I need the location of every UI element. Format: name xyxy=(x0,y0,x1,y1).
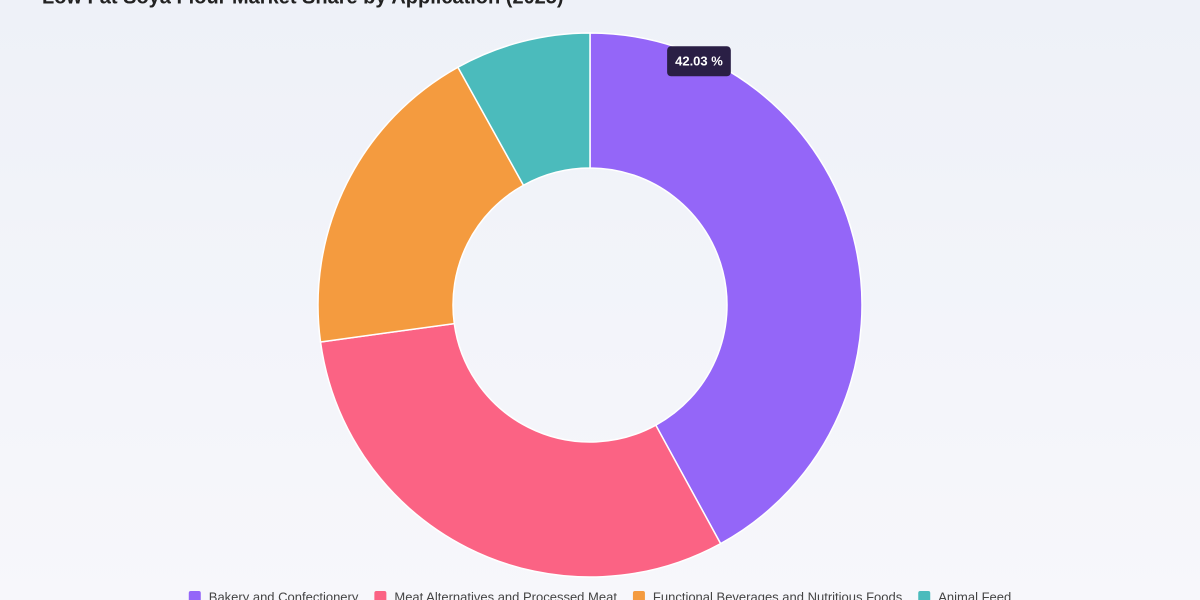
legend-swatch xyxy=(374,591,387,600)
chart-title: Low Fat Soya Flour Market Share by Appli… xyxy=(42,0,564,8)
tooltip-label: 42.03 % xyxy=(675,54,723,69)
legend-label: Functional Beverages and Nutritious Food… xyxy=(653,589,903,600)
donut-slice xyxy=(456,32,591,187)
legend-label: Meat Alternatives and Processed Meat xyxy=(394,589,617,600)
donut-slice xyxy=(589,32,863,545)
legend-swatch xyxy=(188,591,201,600)
legend-label: Animal Feed xyxy=(938,589,1011,600)
tooltip-box xyxy=(667,46,731,77)
legend-swatch xyxy=(632,591,645,600)
legend-label: Bakery and Confectionery xyxy=(209,589,359,600)
legend: Bakery and Confectionery Meat Alternative… xyxy=(188,589,1011,600)
tooltip: 42.03 % xyxy=(667,46,731,77)
donut-slice xyxy=(319,322,722,578)
legend-swatch xyxy=(918,591,931,600)
donut-slice xyxy=(317,66,525,343)
